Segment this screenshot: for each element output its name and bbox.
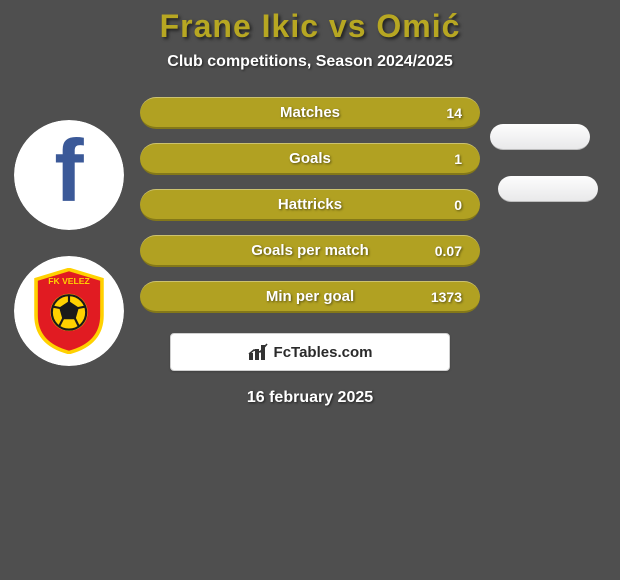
date-text: 16 february 2025 (247, 389, 373, 407)
brand-text: FcTables.com (274, 344, 373, 361)
stat-value: 14 (446, 105, 462, 121)
stat-value: 1 (454, 151, 462, 167)
stat-row-hattricks: Hattricks 0 (140, 189, 480, 221)
stat-row-goals: Goals 1 (140, 143, 480, 175)
stat-row-matches: Matches 14 (140, 97, 480, 129)
stat-row-min-per-goal: Min per goal 1373 (140, 281, 480, 313)
page-title: Frane Ikic vs Omić (160, 8, 461, 45)
stat-label: Goals (289, 150, 331, 167)
stat-value: 0 (454, 197, 462, 213)
stat-label: Hattricks (278, 196, 342, 213)
stat-label: Min per goal (266, 288, 354, 305)
bar-chart-icon (248, 343, 270, 361)
stat-value: 0.07 (435, 243, 462, 259)
stat-row-goals-per-match: Goals per match 0.07 (140, 235, 480, 267)
stat-label: Goals per match (251, 242, 369, 259)
root: Frane Ikic vs Omić Club competitions, Se… (0, 0, 620, 580)
stat-value: 1373 (431, 289, 462, 305)
brand-badge[interactable]: FcTables.com (170, 333, 450, 371)
stat-label: Matches (280, 104, 340, 121)
subtitle: Club competitions, Season 2024/2025 (167, 53, 452, 71)
stats-block: Matches 14 Goals 1 Hattricks 0 Goals per… (0, 97, 620, 313)
